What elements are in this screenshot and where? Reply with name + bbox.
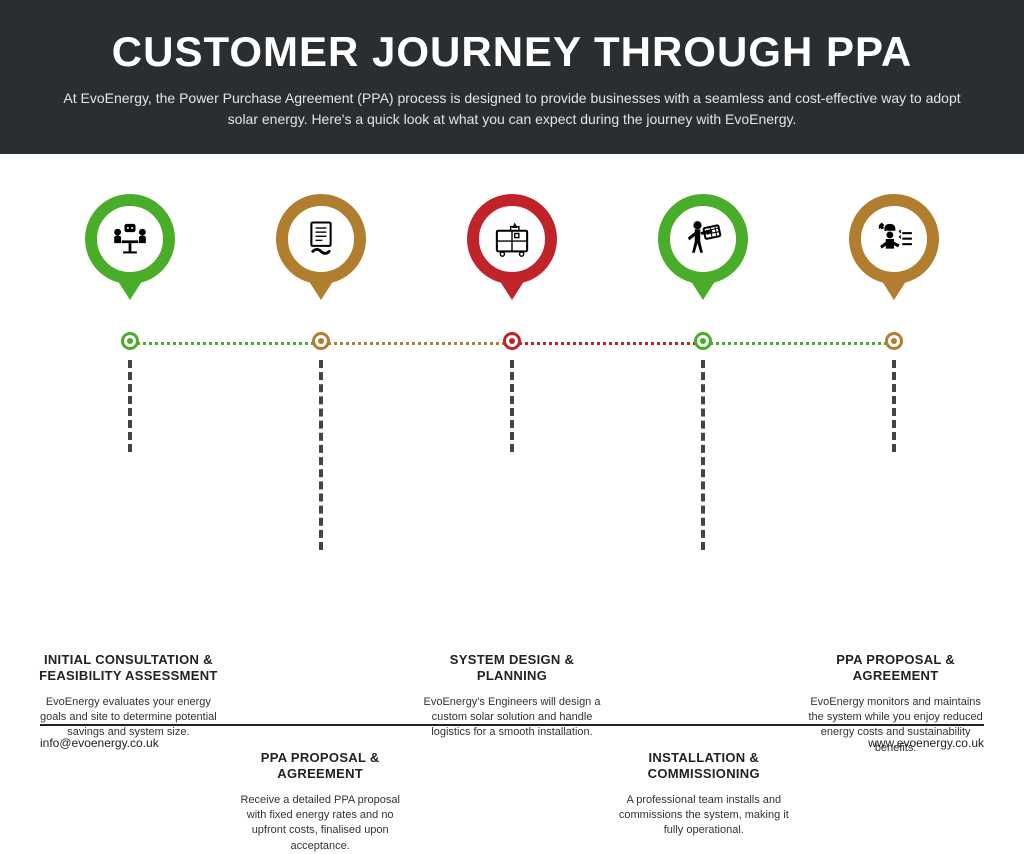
consultation-icon [108, 217, 152, 261]
timeline-dot [885, 332, 903, 350]
timeline-dot [503, 332, 521, 350]
footer-website: www.evoenergy.co.uk [868, 736, 984, 750]
step-title: INITIAL CONSULTATION & FEASIBILITY ASSES… [38, 652, 218, 685]
dash-line [319, 360, 323, 550]
step-title: SYSTEM DESIGN & PLANNING [422, 652, 602, 685]
page-title: CUSTOMER JOURNEY THROUGH PPA [50, 28, 974, 76]
dash-connectors [80, 360, 944, 550]
step-title: INSTALLATION & COMMISSIONING [614, 750, 794, 783]
step-desc: A professional team installs and commiss… [614, 793, 794, 839]
timeline-dot [694, 332, 712, 350]
pin-marker [653, 194, 753, 314]
page-subtitle: At EvoEnergy, the Power Purchase Agreeme… [62, 88, 962, 130]
blueprint-icon [490, 217, 534, 261]
dash-line [128, 360, 132, 452]
footer-email: info@evoenergy.co.uk [40, 736, 159, 750]
maintenance-icon [872, 217, 916, 261]
installer-icon [681, 217, 725, 261]
timeline-dot-inner [891, 338, 897, 344]
timeline-dot [312, 332, 330, 350]
timeline-dot [121, 332, 139, 350]
header: CUSTOMER JOURNEY THROUGH PPA At EvoEnerg… [0, 0, 1024, 154]
pin-circle [276, 194, 366, 284]
step-block: INSTALLATION & COMMISSIONING A professio… [614, 750, 794, 839]
pin-circle [658, 194, 748, 284]
pin-circle [85, 194, 175, 284]
dash-line [892, 360, 896, 452]
pin-marker [271, 194, 371, 314]
footer: info@evoenergy.co.uk www.evoenergy.co.uk [40, 724, 984, 750]
pin-marker [844, 194, 944, 314]
dash-line [701, 360, 705, 550]
document-icon [299, 217, 343, 261]
timeline-dot-inner [127, 338, 133, 344]
step-desc: Receive a detailed PPA proposal with fix… [230, 793, 410, 854]
pin-marker [80, 194, 180, 314]
infographic-content: INITIAL CONSULTATION & FEASIBILITY ASSES… [0, 154, 1024, 570]
timeline-dots [80, 332, 944, 352]
pin-circle [849, 194, 939, 284]
pin-circle [467, 194, 557, 284]
timeline-dot-inner [509, 338, 515, 344]
step-title: PPA PROPOSAL & AGREEMENT [230, 750, 410, 783]
step-block: PPA PROPOSAL & AGREEMENT Receive a detai… [230, 750, 410, 854]
step-title: PPA PROPOSAL & AGREEMENT [806, 652, 986, 685]
pin-marker [462, 194, 562, 314]
pin-row [80, 194, 944, 314]
timeline-dot-inner [700, 338, 706, 344]
dash-line [510, 360, 514, 452]
timeline-dot-inner [318, 338, 324, 344]
timeline [80, 332, 944, 352]
